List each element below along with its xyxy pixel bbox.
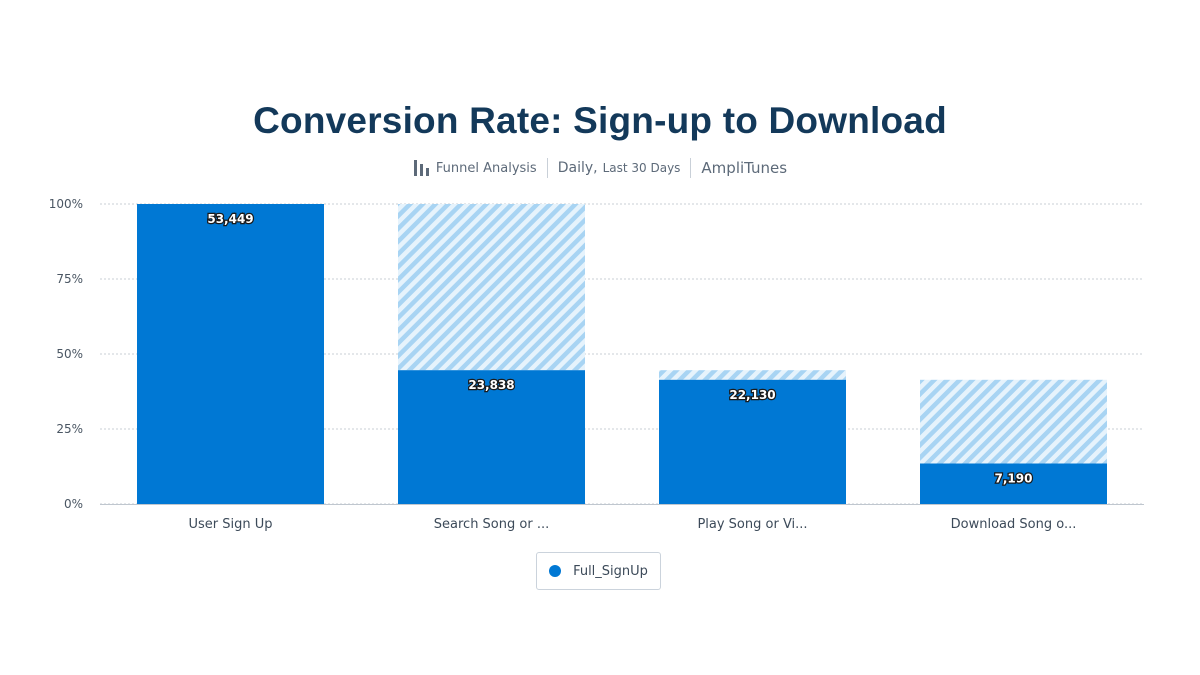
y-tick-label: 75% [56,272,83,286]
chart-subtitle: Funnel Analysis Daily, Last 30 Days Ampl… [0,158,1200,178]
y-tick-label: 0% [64,497,83,511]
interval-label: Daily, [557,160,598,176]
x-tick-label: Download Song o... [951,517,1077,532]
legend-label: Full_SignUp [573,563,648,579]
subtitle-divider [546,158,548,178]
x-tick-label: User Sign Up [188,517,272,532]
legend[interactable]: Full_SignUp [536,552,661,590]
subtitle-divider [690,158,692,178]
project-name[interactable]: AmpliTunes [701,159,787,177]
project-label: AmpliTunes [701,159,788,177]
conversion-bar[interactable] [659,379,846,504]
chart-title: Conversion Rate: Sign-up to Download [253,100,947,141]
bar-value-label: 23,838 [468,378,514,392]
y-tick-label: 100% [49,197,83,211]
y-tick-label: 50% [56,347,83,361]
x-tick-label: Play Song or Vi... [697,517,807,532]
conversion-bar[interactable] [920,463,1107,505]
conversion-bar[interactable] [137,204,324,504]
dropoff-bar[interactable] [659,370,846,380]
x-tick-label: Search Song or ... [434,517,549,532]
bar-value-label: 22,130 [729,388,775,402]
bar-value-label: 53,449 [207,212,253,226]
dropoff-bar[interactable] [920,379,1107,464]
bar-value-label: 7,190 [995,472,1033,486]
legend-marker [549,565,562,577]
analysis-type[interactable]: Funnel Analysis [413,158,537,178]
date-range[interactable]: Daily, Last 30 Days [558,160,681,176]
dropoff-bar[interactable] [398,204,585,371]
range-label: Last 30 Days [602,161,681,175]
analysis-type-label: Funnel Analysis [435,160,537,176]
funnel-icon [413,160,429,176]
conversion-bar[interactable] [398,370,585,504]
y-tick-label: 25% [56,422,83,436]
